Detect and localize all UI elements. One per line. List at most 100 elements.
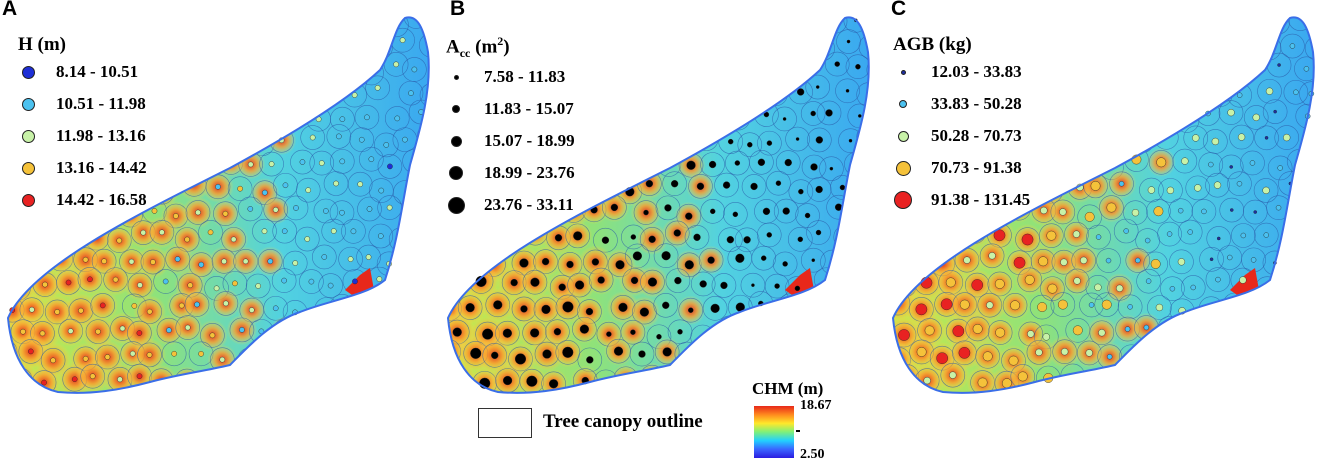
tree-top-marker — [815, 229, 822, 236]
legend-dot — [900, 69, 906, 75]
tree-top-marker — [782, 261, 788, 267]
tree-top-marker — [89, 373, 96, 380]
legend-symbol — [893, 190, 913, 210]
legend-rows: 7.58 - 11.83 11.83 - 15.07 15.07 - 18.99 18… — [446, 61, 575, 221]
tree-top-marker — [1208, 161, 1214, 168]
legend-range-label: 14.42 - 16.58 — [56, 190, 147, 209]
tree-top-marker — [685, 212, 693, 220]
tree-top-marker — [520, 305, 528, 313]
tree-top-marker — [232, 280, 238, 287]
legend-item: 15.07 - 18.99 — [446, 125, 575, 157]
tree-top-marker — [1013, 256, 1026, 269]
tree-top-marker — [670, 180, 679, 188]
tree-top-marker — [207, 229, 214, 236]
tree-top-marker — [365, 254, 372, 260]
panel-letter: A — [2, 0, 18, 20]
tree-top-marker — [566, 260, 574, 269]
legend-item: 8.14 - 10.51 — [18, 56, 147, 88]
tree-top-marker — [187, 282, 194, 289]
tree-canopy-outline-swatch — [478, 408, 532, 438]
tree-top-marker — [146, 308, 153, 315]
tree-top-marker — [1227, 108, 1235, 117]
tree-top-marker — [71, 376, 78, 382]
tree-top-marker — [710, 303, 720, 313]
tree-top-marker — [615, 260, 625, 270]
tree-top-marker — [784, 158, 792, 167]
tree-top-marker — [977, 377, 988, 388]
tree-top-marker — [986, 301, 994, 309]
tree-top-marker — [1153, 206, 1164, 217]
tree-top-marker — [558, 283, 566, 291]
tree-top-marker — [829, 166, 834, 171]
legend-range-label: 12.03 - 33.83 — [931, 62, 1022, 81]
tree-top-marker — [493, 300, 503, 310]
tree-top-marker — [1263, 232, 1269, 238]
tree-top-marker — [78, 307, 84, 314]
tree-top-marker — [924, 325, 935, 336]
tree-top-marker — [136, 373, 143, 380]
tree-top-marker — [597, 276, 605, 284]
tree-top-marker — [299, 159, 306, 165]
tree-top-marker — [339, 116, 346, 122]
tree-top-marker — [662, 347, 672, 357]
tree-top-marker — [1042, 333, 1050, 341]
tree-top-marker — [726, 236, 734, 244]
stand-boundary — [446, 16, 870, 394]
tree-top-marker — [656, 334, 662, 340]
legend-range-label: 91.38 - 131.45 — [931, 190, 1031, 209]
tree-top-marker — [1275, 204, 1282, 211]
tree-top-marker — [399, 37, 406, 43]
tree-top-marker — [684, 260, 694, 270]
tree-top-marker — [562, 346, 574, 358]
tree-top-marker — [394, 115, 401, 122]
legend-item: 10.51 - 11.98 — [18, 88, 147, 120]
legend-symbol — [893, 158, 913, 178]
tree-top-marker — [198, 351, 204, 357]
tree-top-marker — [222, 210, 229, 217]
tree-top-marker — [647, 277, 658, 287]
legend-range-label: 11.83 - 15.07 — [484, 99, 574, 119]
tree-top-marker — [184, 324, 191, 331]
tree-top-marker — [39, 330, 46, 337]
tree-top-marker — [630, 234, 637, 240]
legend-dot — [895, 160, 911, 176]
tree-top-marker — [526, 375, 538, 387]
tree-top-marker — [562, 301, 574, 313]
tree-top-marker — [1215, 276, 1221, 283]
tree-top-marker — [184, 236, 190, 243]
tree-top-marker — [708, 160, 717, 169]
tree-top-marker — [267, 258, 274, 265]
tree-top-marker — [994, 279, 1005, 289]
tree-top-marker — [735, 253, 745, 263]
tree-top-marker — [82, 355, 89, 362]
tree-top-marker — [129, 350, 136, 357]
tree-top-marker — [1249, 160, 1256, 166]
legend-item: 13.16 - 14.42 — [18, 152, 147, 184]
tree-top-marker — [1147, 186, 1156, 194]
tree-top-marker — [916, 347, 927, 357]
chm-tick — [796, 430, 800, 432]
tree-top-marker — [662, 301, 670, 309]
tree-top-marker — [308, 278, 315, 285]
tree-top-marker — [804, 212, 811, 219]
tree-top-marker — [573, 231, 583, 241]
tree-top-marker — [1166, 186, 1175, 195]
tree-top-marker — [1073, 277, 1081, 285]
tree-top-marker — [1060, 258, 1068, 266]
tree-top-marker — [119, 325, 126, 332]
tree-top-marker — [50, 357, 56, 364]
tree-top-marker — [898, 329, 910, 341]
tree-top-marker — [766, 140, 773, 146]
tree-top-marker — [940, 298, 953, 311]
legend-range-label: 8.14 - 10.51 — [56, 62, 139, 81]
tree-top-marker — [661, 251, 671, 261]
tree-top-marker — [1277, 165, 1283, 171]
legend-dot — [21, 161, 35, 175]
tree-top-marker — [272, 305, 279, 312]
legend-dot — [452, 105, 460, 114]
tree-top-marker — [261, 228, 268, 235]
tree-top-marker — [936, 352, 948, 365]
tree-top-marker — [514, 353, 527, 365]
legend-item: 50.28 - 70.73 — [893, 120, 1030, 152]
tree-top-marker — [41, 379, 47, 386]
